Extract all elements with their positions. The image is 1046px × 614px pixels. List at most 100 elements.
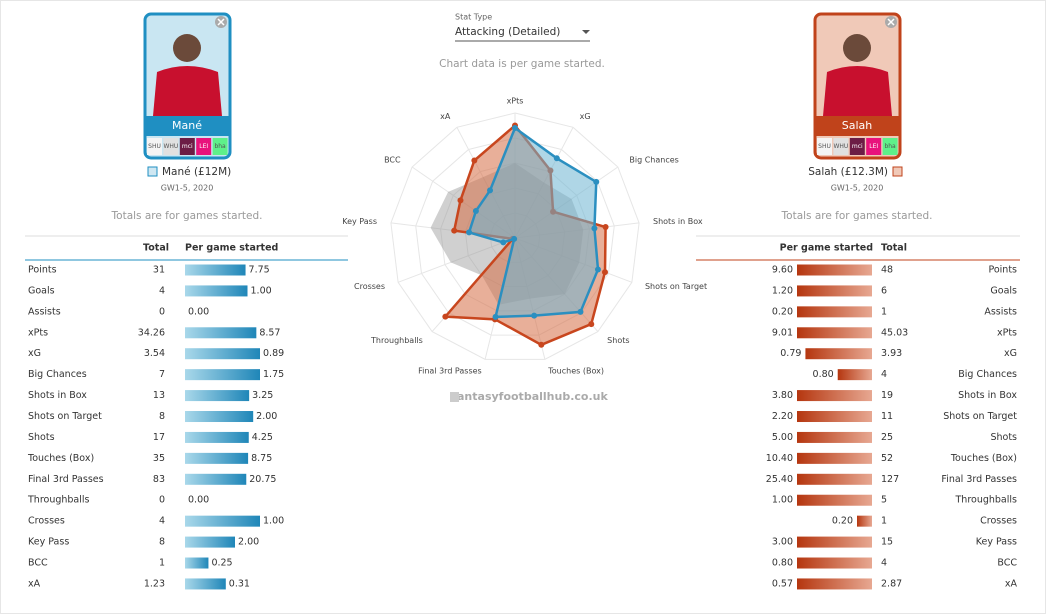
stat-total: 4	[159, 285, 165, 296]
stat-label: Touches (Box)	[27, 453, 94, 464]
radar-point	[487, 187, 494, 194]
stat-total: 83	[153, 474, 165, 485]
stat-label: Points	[988, 265, 1017, 276]
radar-axis-label: Shots on Target	[645, 282, 707, 291]
stat-label: Crosses	[980, 516, 1017, 527]
per-game-bar	[185, 411, 254, 423]
stat-label: xPts	[28, 327, 48, 338]
radar-axis-label: xPts	[507, 97, 524, 106]
player-period: GW1-5, 2020	[161, 184, 214, 193]
fixture-label: WHU	[163, 143, 178, 150]
stat-label: Throughballs	[27, 495, 90, 506]
per-game-bar	[185, 431, 249, 443]
stat-total: 31	[153, 265, 165, 276]
legend-checkbox[interactable]	[892, 166, 903, 177]
per-game-bar	[797, 306, 872, 318]
column-header: Per game started	[185, 243, 278, 254]
fixture-label: mci	[852, 143, 863, 150]
stat-label: Goals	[28, 285, 55, 296]
stat-total: 15	[881, 537, 893, 548]
per-game-value: 2.00	[238, 537, 259, 548]
radar-point	[492, 313, 499, 320]
per-game-value: 0.79	[780, 348, 801, 359]
radar-area	[467, 126, 600, 319]
watermark-icon	[450, 392, 459, 402]
totals-note: Totals are for games started.	[781, 210, 933, 222]
radar-axis-label: Big Chances	[629, 156, 678, 165]
per-game-value: 2.00	[256, 411, 277, 422]
per-game-bar	[857, 515, 872, 527]
per-game-value: 0.89	[263, 348, 284, 359]
per-game-value: 1.75	[263, 369, 284, 380]
fixture-chip	[163, 138, 179, 155]
per-game-value: 0.20	[772, 306, 793, 317]
dropdown-arrow[interactable]	[582, 30, 590, 34]
stat-total: 25	[881, 432, 893, 443]
fixture-label: SHU	[818, 143, 831, 150]
radar-point	[512, 125, 518, 131]
radar-axis-label: Key Pass	[342, 217, 377, 226]
per-game-bar	[797, 452, 872, 464]
per-game-value: 0.80	[813, 369, 834, 380]
per-game-bar	[797, 536, 872, 548]
radar-point	[593, 178, 600, 185]
per-game-bar	[797, 285, 872, 297]
column-header: Total	[881, 243, 907, 254]
stat-label: BCC	[997, 558, 1017, 569]
per-game-bar	[797, 411, 872, 423]
stat-label: Shots	[990, 432, 1017, 443]
stat-total: 3.93	[881, 348, 902, 359]
per-game-bar	[185, 264, 246, 276]
per-game-bar	[797, 578, 872, 590]
per-game-bar	[797, 390, 872, 402]
stat-total: 45.03	[881, 327, 908, 338]
radar-grid	[390, 112, 640, 360]
legend-checkbox[interactable]	[147, 166, 158, 177]
fixture-chip	[882, 138, 898, 155]
per-game-value: 8.57	[259, 327, 280, 338]
stat-total: 1	[159, 558, 165, 569]
stat-total: 5	[881, 495, 887, 506]
fixture-chip	[196, 138, 212, 155]
player-head	[843, 34, 871, 62]
stat-label: Assists	[984, 306, 1017, 317]
stat-total: 11	[881, 411, 893, 422]
per-game-value: 1.00	[263, 516, 284, 527]
per-game-value: 3.00	[772, 537, 793, 548]
stat-label: Points	[28, 265, 57, 276]
radar-axis-label: Final 3rd Passes	[418, 367, 482, 376]
fixture-label: WHU	[833, 143, 848, 150]
per-game-value: 4.25	[252, 432, 273, 443]
close-icon	[217, 18, 225, 26]
per-game-bar	[185, 327, 257, 339]
per-game-bar	[185, 285, 248, 297]
stat-label: Shots on Target	[28, 411, 102, 422]
watermark: fantasyfootballhub.co.uk	[452, 390, 608, 403]
stat-label: Final 3rd Passes	[28, 474, 104, 485]
stat-label: Final 3rd Passes	[941, 474, 1017, 485]
stat-total: 48	[881, 265, 893, 276]
per-game-bar	[797, 557, 872, 569]
stat-label: Shots on Target	[943, 411, 1017, 422]
stat-type-value[interactable]: Attacking (Detailed)	[455, 26, 560, 38]
stat-total: 7	[159, 369, 165, 380]
per-game-value: 0.00	[188, 306, 209, 317]
fixture-label: LEI	[199, 143, 208, 150]
per-game-bar	[185, 578, 226, 590]
close-icon	[887, 18, 895, 26]
radar-axis-label: Shots	[607, 336, 629, 345]
radar-axis-label: Crosses	[354, 282, 385, 291]
stat-label: xA	[28, 578, 41, 589]
fixture-label: bha	[214, 143, 226, 150]
stat-label: xG	[28, 348, 41, 359]
radar-point	[588, 321, 595, 328]
player-head	[173, 34, 201, 62]
stat-label: Key Pass	[976, 537, 1017, 548]
stat-total: 8	[159, 537, 165, 548]
per-game-value: 25.40	[766, 474, 793, 485]
fixture-chip	[212, 138, 228, 155]
per-game-bar	[837, 369, 872, 381]
per-game-value: 2.20	[772, 411, 793, 422]
per-game-bar	[805, 348, 872, 360]
radar-point	[466, 229, 473, 236]
